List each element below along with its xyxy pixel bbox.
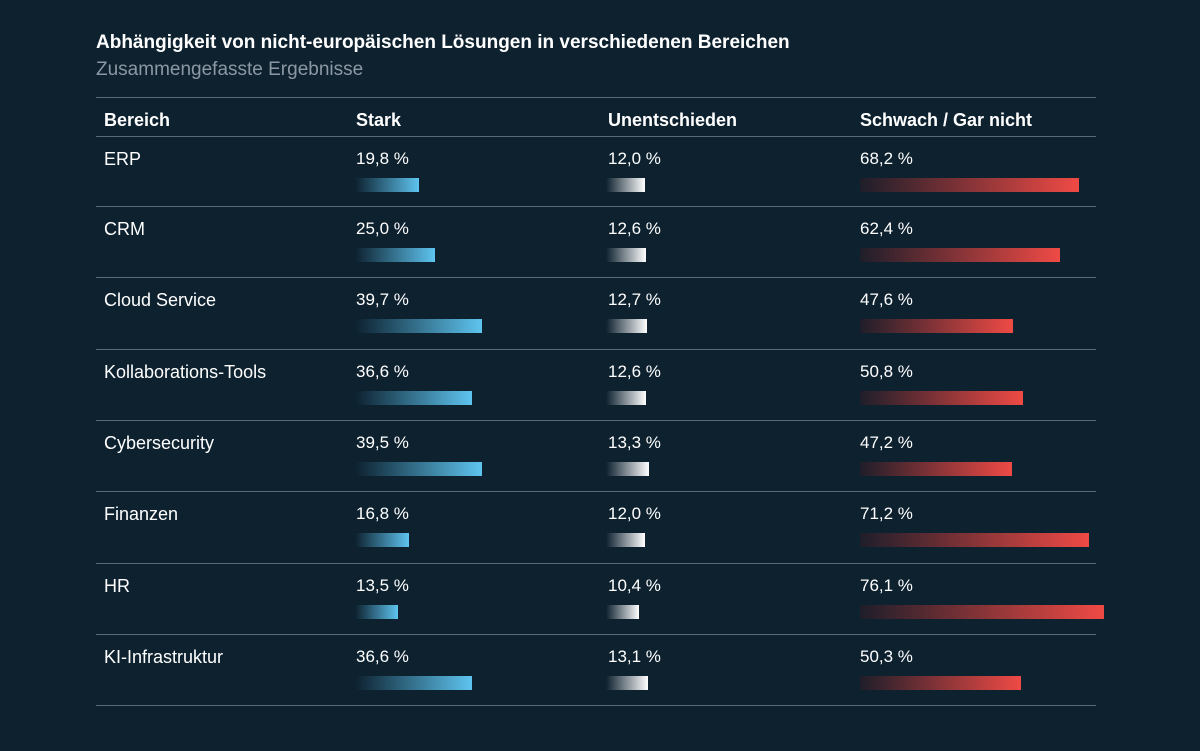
- value-label-unentschieden: 13,1 %: [608, 647, 661, 666]
- header-rule: [96, 136, 1096, 137]
- bar-unentschieden: [606, 319, 647, 333]
- value-label-stark: 39,5 %: [356, 433, 409, 452]
- chart-title: Abhängigkeit von nicht-europäischen Lösu…: [96, 32, 790, 53]
- table-row: CRM 25,0 % 12,6 % 62,4 %: [96, 207, 1096, 278]
- value-label-stark: 39,7 %: [356, 290, 409, 309]
- value-label-stark: 16,8 %: [356, 504, 409, 523]
- bar-unentschieden: [606, 676, 648, 690]
- bar-schwach: [860, 248, 1060, 262]
- table-row: KI-Infrastruktur 36,6 % 13,1 % 50,3 %: [96, 635, 1096, 706]
- bar-schwach: [860, 676, 1021, 690]
- bar-unentschieden: [606, 462, 649, 476]
- column-header-schwach: Schwach / Gar nicht: [860, 110, 1033, 130]
- value-label-unentschieden: 12,6 %: [608, 219, 661, 238]
- category-label: Finanzen: [104, 504, 179, 524]
- bar-schwach: [860, 462, 1012, 476]
- bar-unentschieden: [606, 605, 639, 619]
- bar-stark: [355, 319, 482, 333]
- bar-schwach: [860, 391, 1023, 405]
- bar-stark: [355, 676, 472, 690]
- table-body: ERP 19,8 % 12,0 % 68,2 % CRM 25,0 % 12,6 % 62,4…: [96, 137, 1104, 706]
- column-header-stark: Stark: [356, 110, 402, 130]
- table-row: Cloud Service 39,7 % 12,7 % 47,6 %: [96, 278, 1096, 350]
- value-label-unentschieden: 12,6 %: [608, 362, 661, 381]
- value-label-schwach: 50,8 %: [860, 362, 913, 381]
- table-row: ERP 19,8 % 12,0 % 68,2 %: [96, 137, 1096, 207]
- value-label-stark: 36,6 %: [356, 647, 409, 666]
- bar-schwach: [860, 605, 1104, 619]
- table-row: HR 13,5 % 10,4 % 76,1 %: [96, 564, 1104, 635]
- category-label: CRM: [104, 219, 145, 239]
- bar-schwach: [860, 533, 1089, 547]
- value-label-unentschieden: 13,3 %: [608, 433, 661, 452]
- value-label-schwach: 68,2 %: [860, 149, 913, 168]
- value-label-unentschieden: 12,0 %: [608, 149, 661, 168]
- bar-unentschieden: [606, 533, 645, 547]
- bar-stark: [355, 462, 482, 476]
- value-label-stark: 36,6 %: [356, 362, 409, 381]
- table-row: Kollaborations-Tools 36,6 % 12,6 % 50,8 %: [96, 350, 1096, 421]
- category-label: KI-Infrastruktur: [104, 647, 224, 667]
- bar-stark: [355, 391, 472, 405]
- table-row: Finanzen 16,8 % 12,0 % 71,2 %: [96, 492, 1096, 564]
- value-label-stark: 25,0 %: [356, 219, 409, 238]
- value-label-unentschieden: 10,4 %: [608, 576, 661, 595]
- category-label: ERP: [104, 149, 142, 169]
- bar-stark: [355, 605, 398, 619]
- bar-stark: [355, 178, 419, 192]
- table-header: Bereich Stark Unentschieden Schwach / Ga…: [96, 98, 1096, 136]
- value-label-schwach: 47,2 %: [860, 433, 913, 452]
- category-label: Cloud Service: [104, 290, 217, 310]
- bar-schwach: [860, 178, 1079, 192]
- value-label-unentschieden: 12,0 %: [608, 504, 661, 523]
- bar-stark: [355, 533, 409, 547]
- value-label-schwach: 50,3 %: [860, 647, 913, 666]
- column-header-bereich: Bereich: [104, 110, 171, 130]
- table-row: Cybersecurity 39,5 % 13,3 % 47,2 %: [96, 421, 1096, 492]
- category-label: HR: [104, 576, 130, 596]
- column-header-unentschieden: Unentschieden: [608, 110, 738, 130]
- bar-stark: [355, 248, 435, 262]
- value-label-schwach: 47,6 %: [860, 290, 913, 309]
- bar-unentschieden: [606, 178, 645, 192]
- value-label-schwach: 76,1 %: [860, 576, 913, 595]
- value-label-schwach: 62,4 %: [860, 219, 913, 238]
- category-label: Kollaborations-Tools: [104, 362, 267, 382]
- bar-unentschieden: [606, 248, 646, 262]
- value-label-unentschieden: 12,7 %: [608, 290, 661, 309]
- results-table: Bereich Stark Unentschieden Schwach / Ga…: [96, 97, 1104, 706]
- value-label-schwach: 71,2 %: [860, 504, 913, 523]
- category-label: Cybersecurity: [104, 433, 215, 453]
- chart-subtitle: Zusammengefasste Ergebnisse: [96, 59, 364, 80]
- top-rule: [96, 97, 1096, 98]
- bar-schwach: [860, 319, 1013, 333]
- value-label-stark: 13,5 %: [356, 576, 409, 595]
- value-label-stark: 19,8 %: [356, 149, 409, 168]
- bar-unentschieden: [606, 391, 646, 405]
